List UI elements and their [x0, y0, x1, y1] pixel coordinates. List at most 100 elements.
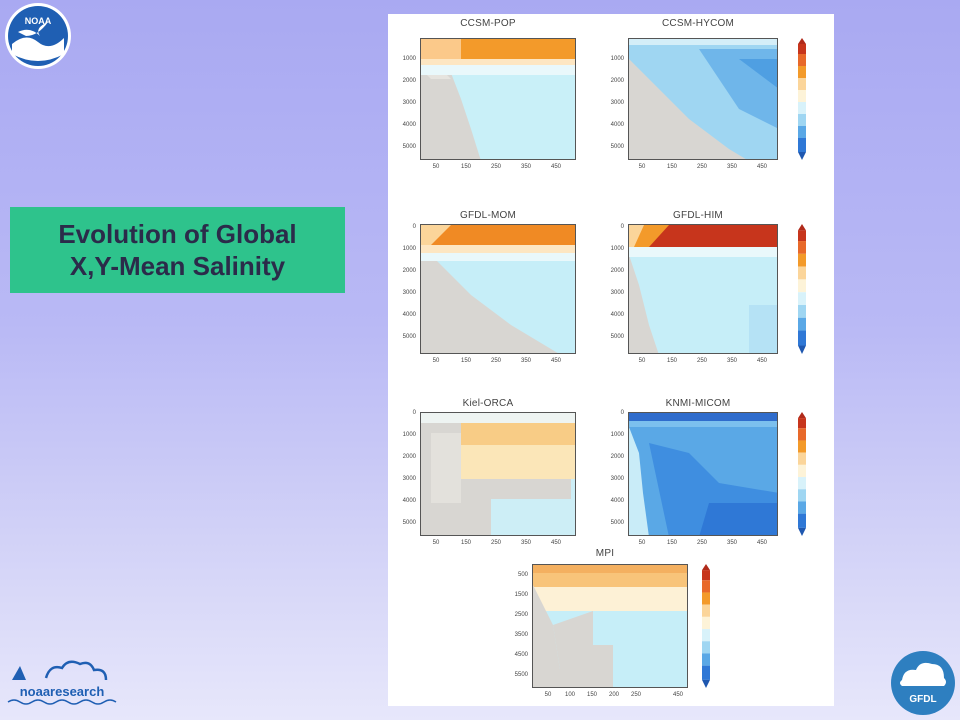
- x-tick: 50: [638, 358, 646, 364]
- noaa-research-logo: noaaresearch: [7, 660, 117, 705]
- y-tick: 5000: [610, 520, 624, 526]
- y-tick: 4000: [610, 498, 624, 504]
- y-tick: 1500: [514, 592, 528, 598]
- plot-area: [628, 412, 778, 536]
- y-tick: 1000: [402, 56, 416, 62]
- y-tick: 2000: [402, 454, 416, 460]
- x-tick: 350: [726, 540, 737, 546]
- y-tick: 2000: [402, 268, 416, 274]
- x-tick: 450: [550, 358, 561, 364]
- noaa-logo: NOAA: [5, 3, 71, 69]
- y-tick: 5500: [514, 672, 528, 678]
- panel-title: MPI: [595, 548, 615, 559]
- panel-title: KNMI-MICOM: [665, 398, 731, 409]
- y-tick: 0: [620, 224, 624, 230]
- x-tick: 350: [726, 164, 737, 170]
- y-tick: 2000: [610, 454, 624, 460]
- y-tick: 0: [412, 410, 416, 416]
- slide-title-line-2: X,Y-Mean Salinity: [69, 251, 286, 281]
- panel-title: GFDL-HIM: [673, 210, 723, 221]
- x-tick: 250: [490, 540, 501, 546]
- y-tick: 1000: [402, 432, 416, 438]
- panel-title: GFDL-MOM: [459, 210, 517, 221]
- panel-title: CCSM-HYCOM: [662, 18, 734, 29]
- panel-mpi: MPI 500 1500 2500 3500 4500 5500 50 100 …: [500, 548, 720, 704]
- plot-area: [628, 224, 778, 354]
- noaa-research-text: noaaresearch: [20, 684, 105, 699]
- y-tick: 5000: [610, 144, 624, 150]
- y-tick: 5000: [610, 334, 624, 340]
- x-tick: 50: [432, 358, 440, 364]
- y-tick: 3000: [610, 290, 624, 296]
- plot-area: [628, 38, 778, 160]
- x-tick: 150: [666, 164, 677, 170]
- x-tick: 250: [696, 164, 707, 170]
- x-tick: 450: [672, 692, 683, 698]
- x-tick: 350: [520, 540, 531, 546]
- plot-area: [532, 564, 688, 688]
- y-tick: 2000: [610, 268, 624, 274]
- x-tick: 350: [520, 164, 531, 170]
- y-tick: 3500: [514, 632, 528, 638]
- y-tick: 0: [620, 410, 624, 416]
- panel-gfdl-him: GFDL-HIM 0 1000 2000 3000 4000 5000 50 1…: [598, 210, 818, 370]
- x-tick: 250: [696, 358, 707, 364]
- noaa-logo-text: NOAA: [25, 16, 52, 26]
- plot-area: [420, 224, 576, 354]
- x-tick: 200: [608, 692, 619, 698]
- x-tick: 50: [638, 164, 646, 170]
- y-tick: 5000: [402, 144, 416, 150]
- y-tick: 4000: [610, 122, 624, 128]
- y-tick: 3000: [402, 476, 416, 482]
- panel-knmi-micom: KNMI-MICOM 0 1000 2000 3000 4000 5000 50…: [598, 398, 818, 558]
- x-tick: 350: [726, 358, 737, 364]
- x-tick: 150: [666, 358, 677, 364]
- colorbar: [798, 38, 806, 160]
- x-tick: 250: [630, 692, 641, 698]
- x-tick: 450: [550, 540, 561, 546]
- x-tick: 250: [490, 358, 501, 364]
- x-tick: 50: [432, 540, 440, 546]
- y-tick: 4000: [610, 312, 624, 318]
- salinity-figure: CCSM-POP 1000 2000 3000 4000 5000 50 150…: [388, 14, 834, 706]
- y-tick: 4000: [402, 122, 416, 128]
- x-tick: 150: [586, 692, 597, 698]
- y-tick: 2000: [610, 78, 624, 84]
- gfdl-logo-text: GFDL: [909, 694, 936, 705]
- y-tick: 3000: [402, 290, 416, 296]
- x-tick: 150: [460, 540, 471, 546]
- panel-ccsm-hycom: CCSM-HYCOM 1000 2000 3000 4000 5000 50 1…: [598, 18, 818, 178]
- x-tick: 150: [460, 164, 471, 170]
- y-tick: 5000: [402, 520, 416, 526]
- y-tick: 0: [412, 224, 416, 230]
- panel-title: Kiel-ORCA: [462, 398, 514, 409]
- x-tick: 250: [490, 164, 501, 170]
- slide-title-line-1: Evolution of Global: [58, 219, 297, 249]
- x-tick: 50: [544, 692, 552, 698]
- x-tick: 150: [460, 358, 471, 364]
- y-tick: 1000: [610, 56, 624, 62]
- y-tick: 4000: [402, 312, 416, 318]
- x-tick: 150: [666, 540, 677, 546]
- slide-title: Evolution of Global X,Y-Mean Salinity: [10, 207, 345, 293]
- y-tick: 3000: [402, 100, 416, 106]
- colorbar: [702, 564, 710, 688]
- y-tick: 2000: [402, 78, 416, 84]
- x-tick: 250: [696, 540, 707, 546]
- x-tick: 100: [564, 692, 575, 698]
- panel-gfdl-mom: GFDL-MOM 0 1000 2000 3000 4000 5000 50 1…: [388, 210, 588, 370]
- x-tick: 450: [756, 358, 767, 364]
- x-tick: 350: [520, 358, 531, 364]
- gfdl-logo: GFDL: [891, 651, 955, 715]
- y-tick: 5000: [402, 334, 416, 340]
- x-tick: 50: [638, 540, 646, 546]
- x-tick: 450: [550, 164, 561, 170]
- x-tick: 450: [756, 164, 767, 170]
- y-tick: 3000: [610, 100, 624, 106]
- y-tick: 2500: [514, 612, 528, 618]
- plot-area: [420, 412, 576, 536]
- colorbar: [798, 224, 806, 354]
- y-tick: 4000: [402, 498, 416, 504]
- panel-title: CCSM-POP: [460, 18, 516, 29]
- y-tick: 1000: [402, 246, 416, 252]
